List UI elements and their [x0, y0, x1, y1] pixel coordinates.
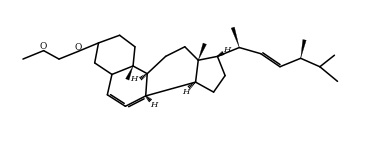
- Text: H: H: [150, 101, 157, 109]
- Text: O: O: [74, 43, 82, 52]
- Text: H: H: [223, 46, 231, 54]
- Polygon shape: [301, 40, 306, 58]
- Text: O: O: [40, 42, 47, 51]
- Polygon shape: [231, 27, 239, 48]
- Polygon shape: [126, 66, 133, 80]
- Text: H: H: [130, 75, 137, 83]
- Polygon shape: [198, 43, 206, 60]
- Text: H: H: [182, 88, 189, 96]
